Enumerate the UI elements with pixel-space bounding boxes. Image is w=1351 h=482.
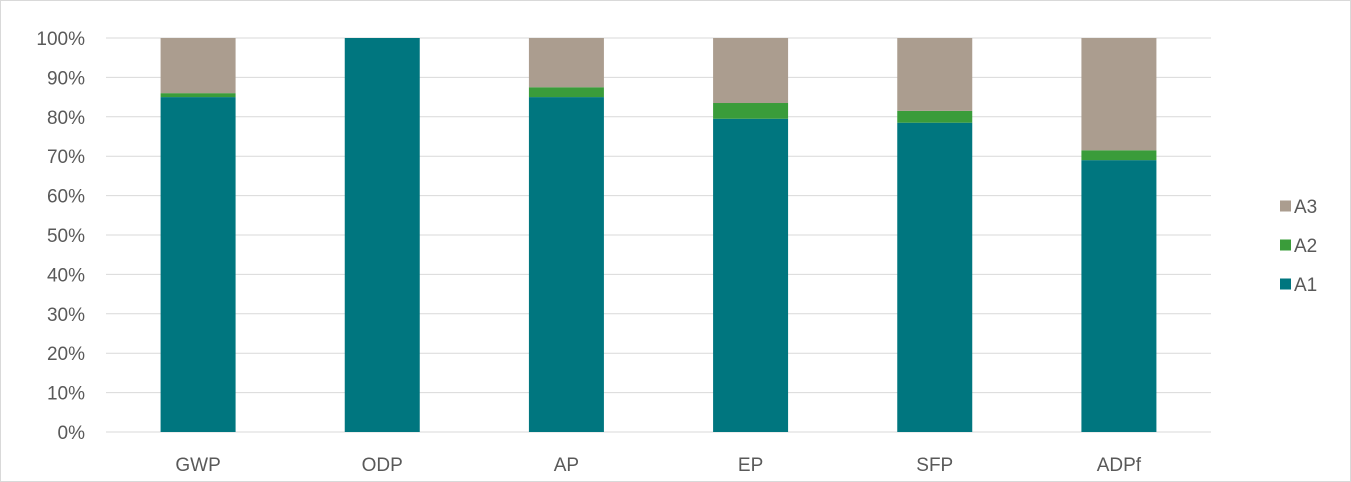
x-tick-label: EP — [738, 455, 763, 476]
legend-label-a3: A3 — [1294, 197, 1317, 218]
bar-a3-ap — [528, 38, 604, 88]
y-tick-label: 0% — [58, 423, 86, 444]
legend-label-a1: A1 — [1294, 275, 1317, 296]
bar-a2-gwp — [160, 93, 236, 98]
legend: A3 A2 A1 — [1280, 197, 1317, 296]
bar-a3-adpf — [1081, 38, 1157, 151]
legend-swatch-a2 — [1280, 239, 1291, 251]
y-tick-label: 20% — [47, 344, 85, 365]
x-tick-label: ODP — [362, 455, 403, 476]
bar-a2-sfp — [897, 110, 973, 123]
y-tick-label: 80% — [47, 108, 85, 129]
legend-label-a2: A2 — [1294, 236, 1317, 257]
x-tick-label: SFP — [916, 455, 953, 476]
bar-a2-adpf — [1081, 150, 1157, 161]
y-tick-label: 60% — [47, 187, 85, 208]
legend-swatch-a1 — [1280, 278, 1291, 290]
bar-a3-gwp — [160, 38, 236, 94]
legend-swatch-a3 — [1280, 200, 1291, 212]
gridlines — [106, 37, 1211, 433]
bar-a1-odp — [344, 38, 420, 432]
bar-a1-gwp — [160, 97, 236, 432]
bar-a1-sfp — [897, 122, 973, 433]
y-tick-label: 40% — [47, 265, 85, 286]
x-tick-label: AP — [554, 455, 579, 476]
y-tick-label: 50% — [47, 226, 85, 247]
y-tick-label: 30% — [47, 305, 85, 326]
bar-a1-adpf — [1081, 160, 1157, 432]
bar-a1-ap — [528, 97, 604, 432]
x-tick-label: ADPf — [1097, 455, 1142, 476]
y-tick-label: 70% — [47, 147, 85, 168]
y-tick-label: 100% — [36, 29, 85, 50]
bar-a1-ep — [713, 118, 789, 433]
bars — [160, 38, 1157, 433]
y-tick-label: 10% — [47, 384, 85, 405]
bar-a3-ep — [713, 38, 789, 104]
bar-a2-ap — [528, 87, 604, 98]
y-axis-ticks: 0% 10% 20% 30% 40% 50% 60% 70% 80% 90% 100% — [36, 29, 85, 444]
bar-a2-ep — [713, 103, 789, 119]
x-tick-label: GWP — [175, 455, 220, 476]
y-tick-label: 90% — [47, 68, 85, 89]
bar-a3-sfp — [897, 38, 973, 111]
x-axis-ticks: GWP ODP AP EP SFP ADPf — [175, 455, 1141, 476]
